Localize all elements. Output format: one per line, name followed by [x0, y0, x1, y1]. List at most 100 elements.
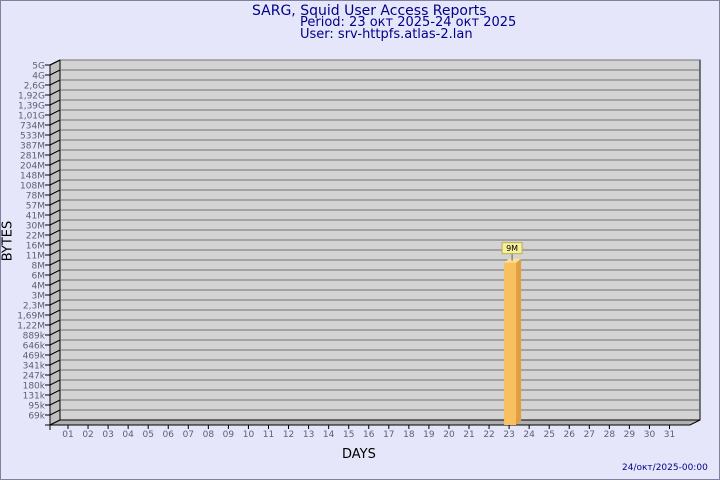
y-tick-label: 131k — [23, 392, 46, 402]
y-tick-slant — [49, 389, 61, 396]
x-tick-label: 29 — [624, 430, 636, 440]
x-tick-label: 26 — [564, 430, 576, 440]
user-text: User: srv-httpfs.atlas-2.lan — [300, 27, 473, 42]
y-tick-slant — [49, 209, 61, 216]
y-tick-label: 6M — [32, 272, 46, 282]
y-tick-label: 2,3M — [23, 302, 45, 312]
y-tick-label: 41M — [26, 212, 45, 222]
x-tick-label: 06 — [163, 430, 175, 440]
x-tick-label: 10 — [243, 430, 255, 440]
x-tick-label: 18 — [403, 430, 415, 440]
y-tick-slant — [49, 149, 61, 156]
x-tick-label: 02 — [82, 430, 93, 440]
x-tick-label: 19 — [423, 430, 435, 440]
y-tick-slant — [49, 309, 61, 316]
x-tick-label: 15 — [343, 430, 354, 440]
y-tick-label: 148M — [20, 172, 45, 182]
y-tick-slant — [49, 59, 61, 66]
x-tick-label: 30 — [644, 430, 656, 440]
y-tick-slant — [49, 119, 61, 126]
x-tick-label: 22 — [483, 430, 494, 440]
x-tick-label: 16 — [363, 430, 375, 440]
x-tick-label: 04 — [122, 430, 134, 440]
x-tick-label: 05 — [142, 430, 153, 440]
x-tick-label: 17 — [383, 430, 394, 440]
y-tick-slant — [49, 409, 61, 416]
y-tick-label: 108M — [20, 182, 45, 192]
y-tick-label: 57M — [26, 202, 45, 212]
y-tick-slant — [49, 249, 61, 256]
x-tick-label: 14 — [323, 430, 335, 440]
x-tick-label: 09 — [223, 430, 235, 440]
y-tick-label: 4M — [32, 282, 46, 292]
x-tick-label: 28 — [604, 430, 616, 440]
y-tick-label: 11M — [26, 252, 45, 262]
y-tick-label: 1,92G — [18, 92, 45, 102]
y-tick-slant — [49, 159, 61, 166]
x-tick-label: 24 — [523, 430, 535, 440]
y-tick-slant — [49, 219, 61, 226]
bar-front — [504, 262, 517, 425]
y-tick-label: 204M — [20, 162, 45, 172]
y-tick-slant — [49, 369, 61, 376]
y-tick-slant — [49, 79, 61, 86]
floor — [49, 419, 701, 426]
y-tick-label: 3M — [32, 292, 46, 302]
y-tick-label: 1,69M — [17, 312, 45, 322]
footer-date: 24/окт/2025-00:00 — [622, 463, 708, 473]
y-tick-label: 1,22M — [17, 322, 45, 332]
x-tick-label: 31 — [664, 430, 675, 440]
y-tick-slant — [49, 279, 61, 286]
period-text: Period: 23 окт 2025-24 окт 2025 — [300, 15, 517, 30]
y-tick-slant — [49, 109, 61, 116]
y-tick-slant — [49, 139, 61, 146]
y-tick-slant — [49, 379, 61, 386]
x-tick-label: 11 — [263, 430, 274, 440]
bar-side — [516, 258, 522, 425]
x-tick-label: 25 — [543, 430, 554, 440]
y-tick-label: 281M — [20, 152, 45, 162]
x-tick-label: 21 — [463, 430, 474, 440]
y-tick-slant — [49, 239, 61, 246]
y-tick-label: 8M — [32, 262, 46, 272]
chart-title: SARG, Squid User Access Reports — [252, 3, 487, 19]
x-tick-label: 27 — [584, 430, 595, 440]
y-tick-slant — [49, 229, 61, 236]
y-tick-slant — [49, 329, 61, 336]
y-tick-label: 69k — [28, 412, 45, 422]
y-tick-slant — [49, 339, 61, 346]
y-tick-slant — [49, 189, 61, 196]
x-tick-label: 07 — [183, 430, 194, 440]
x-tick-label: 23 — [503, 430, 514, 440]
y-tick-slant — [49, 349, 61, 356]
y-tick-label: 387M — [20, 142, 45, 152]
x-tick-label: 12 — [283, 430, 294, 440]
y-tick-label: 1,01G — [18, 112, 45, 122]
x-axis-label: DAYS — [342, 447, 376, 462]
data-label: 9M — [506, 244, 518, 253]
x-tick-label: 20 — [443, 430, 455, 440]
y-tick-slant — [49, 399, 61, 406]
y-tick-slant — [49, 89, 61, 96]
x-tick-label: 08 — [203, 430, 215, 440]
x-tick-label: 13 — [303, 430, 314, 440]
y-tick-slant — [49, 259, 61, 266]
y-tick-label: 5G — [32, 62, 45, 72]
y-tick-slant — [49, 199, 61, 206]
y-tick-label: 30M — [26, 222, 45, 232]
y-tick-label: 1,39G — [18, 102, 45, 112]
y-tick-slant — [49, 289, 61, 296]
y-tick-slant — [49, 319, 61, 326]
y-tick-label: 533M — [20, 132, 45, 142]
y-tick-label: 22M — [26, 232, 45, 242]
y-tick-label: 469k — [23, 352, 46, 362]
y-tick-slant — [49, 269, 61, 276]
y-tick-label: 646k — [23, 342, 46, 352]
y-tick-slant — [49, 69, 61, 76]
y-tick-label: 889k — [23, 332, 46, 342]
y-tick-slant — [49, 359, 61, 366]
y-tick-slant — [49, 99, 61, 106]
y-tick-label: 247k — [23, 372, 46, 382]
y-tick-label: 180k — [23, 382, 46, 392]
